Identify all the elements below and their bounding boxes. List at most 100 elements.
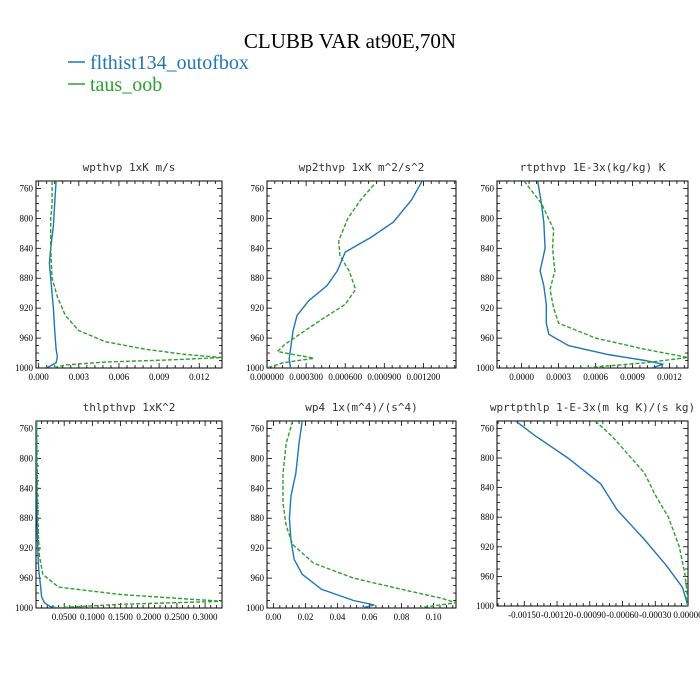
panel-4: thlpthvp 1xK^2 760 800 840 880 920 960 1000 0.05… xyxy=(15,401,223,622)
x-tick-label: 0.1000 xyxy=(80,612,105,622)
x-tick-label: 0.0012 xyxy=(657,372,682,382)
panel-5: wp4 1x(m^4)/(s^4)76080084088092096010000… xyxy=(246,401,457,622)
x-tick-label: 0.04 xyxy=(330,612,346,622)
series-line-flthist134-outofbox xyxy=(288,421,375,608)
x-tick-label: 0.02 xyxy=(298,612,314,622)
x-tick-label: -0.00150 xyxy=(508,610,541,620)
x-tick-label: 0.00000 xyxy=(673,610,700,620)
y-tick-label: 920 xyxy=(20,543,34,553)
plot-frame xyxy=(496,420,689,607)
x-tick-label: 0.000600 xyxy=(328,372,362,382)
x-tick-label: 0.08 xyxy=(394,612,410,622)
y-tick-label: 840 xyxy=(20,483,34,493)
x-tick-label: 0.000 xyxy=(29,372,50,382)
series-line-flthist134-outofbox xyxy=(515,421,688,606)
x-tick-label: -0.00120 xyxy=(541,610,574,620)
y-tick-label: 840 xyxy=(251,243,265,253)
series-line-taus-oob xyxy=(594,421,688,606)
panel-1: wpthvp 1xK m/s76080084088092096010000.00… xyxy=(15,161,223,382)
y-tick-label: 1000 xyxy=(15,603,34,613)
y-tick-label: 960 xyxy=(251,573,265,583)
series-line-flthist134-outofbox xyxy=(288,181,423,368)
plot-frame xyxy=(496,180,689,369)
panel-title: wp2thvp 1xK m^2/s^2 xyxy=(299,161,425,174)
x-tick-label: 0.0000 xyxy=(509,372,534,382)
y-tick-label: 880 xyxy=(251,273,265,283)
y-tick-label: 880 xyxy=(481,512,495,522)
series-line-taus-oob xyxy=(282,421,456,608)
y-tick-label: 760 xyxy=(251,423,265,433)
y-tick-label: 840 xyxy=(20,243,34,253)
x-tick-label: -0.00060 xyxy=(606,610,639,620)
y-tick-label: 880 xyxy=(20,513,34,523)
panel-title: thlpthvp 1xK^2 xyxy=(83,401,176,414)
x-tick-label: 0.0500 xyxy=(52,612,77,622)
plot-frame xyxy=(35,420,223,609)
plot-frame xyxy=(35,180,223,369)
y-tick-label: 760 xyxy=(481,423,495,433)
y-tick-label: 920 xyxy=(251,543,265,553)
x-tick-label: 0.000300 xyxy=(289,372,323,382)
x-tick-label: 0.006 xyxy=(109,372,130,382)
x-tick-label: 0.012 xyxy=(189,372,209,382)
y-tick-label: 880 xyxy=(251,513,265,523)
y-tick-label: 920 xyxy=(481,542,495,552)
y-tick-label: 800 xyxy=(251,453,265,463)
legend-label-series-1: flthist134_outofbox xyxy=(90,52,249,74)
y-tick-label: 760 xyxy=(481,183,495,193)
y-tick-label: 880 xyxy=(481,273,495,283)
x-tick-label: 0.0009 xyxy=(620,372,645,382)
x-tick-label: 0.10 xyxy=(426,612,442,622)
y-tick-label: 800 xyxy=(20,213,34,223)
y-tick-label: 760 xyxy=(20,423,34,433)
series-line-taus-oob xyxy=(523,181,688,368)
x-tick-label: 0.003 xyxy=(69,372,90,382)
y-tick-label: 1000 xyxy=(246,363,265,373)
y-tick-label: 840 xyxy=(251,483,265,493)
series-line-flthist134-outofbox xyxy=(43,181,59,368)
series-line-taus-oob xyxy=(36,421,222,608)
y-tick-label: 960 xyxy=(251,333,265,343)
y-tick-label: 960 xyxy=(481,571,495,581)
panel-2: wp2thvp 1xK m^2/s^2 760 800 840 880 920 960 100… xyxy=(246,161,457,382)
x-tick-label: 0.3000 xyxy=(193,612,218,622)
y-tick-label: 960 xyxy=(20,573,34,583)
y-tick-label: 1000 xyxy=(15,363,34,373)
y-tick-label: 760 xyxy=(251,183,265,193)
panel-title: wprtpthlp 1-E-3x(m kg K)/(s kg) xyxy=(490,401,695,414)
y-tick-label: 960 xyxy=(20,333,34,343)
x-tick-label: 0.009 xyxy=(149,372,170,382)
x-tick-label: 0.06 xyxy=(362,612,378,622)
y-tick-label: 1000 xyxy=(476,363,495,373)
x-tick-label: -0.00090 xyxy=(574,610,607,620)
legend-label-series-2: taus_oob xyxy=(90,74,162,96)
y-tick-label: 920 xyxy=(20,303,34,313)
x-tick-label: 0.0006 xyxy=(583,372,608,382)
plot-frame xyxy=(266,180,457,369)
legend: flthist134_outofbox taus_oob xyxy=(68,52,249,96)
series-line-taus-oob xyxy=(267,184,375,368)
x-tick-label: -0.00030 xyxy=(639,610,672,620)
panel-6: wprtpthlp 1-E-3x(m kg K)/(s kg) 760 800 840… xyxy=(476,401,700,620)
series-line-flthist134-outofbox xyxy=(36,421,59,608)
y-tick-label: 800 xyxy=(20,453,34,463)
panel-title: rtpthvp 1E-3x(kg/kg) K xyxy=(520,161,666,174)
panel-title: wp4 1x(m^4)/(s^4) xyxy=(305,401,418,414)
x-tick-label: 0.000000 xyxy=(250,372,284,382)
x-tick-label: 0.2000 xyxy=(136,612,161,622)
x-tick-label: 0.1500 xyxy=(108,612,133,622)
y-tick-label: 1000 xyxy=(246,603,265,613)
y-tick-label: 1000 xyxy=(476,601,495,611)
y-tick-label: 800 xyxy=(251,213,265,223)
x-tick-label: 0.0003 xyxy=(546,372,571,382)
x-tick-label: 0.000900 xyxy=(367,372,401,382)
y-tick-label: 960 xyxy=(481,333,495,343)
panels: wpthvp 1xK m/s76080084088092096010000.00… xyxy=(15,161,700,622)
y-tick-label: 920 xyxy=(251,303,265,313)
y-tick-label: 920 xyxy=(481,303,495,313)
x-tick-label: 0.001200 xyxy=(407,372,441,382)
x-tick-label: 0.00 xyxy=(266,612,282,622)
y-tick-label: 840 xyxy=(481,483,495,493)
y-tick-label: 800 xyxy=(481,453,495,463)
